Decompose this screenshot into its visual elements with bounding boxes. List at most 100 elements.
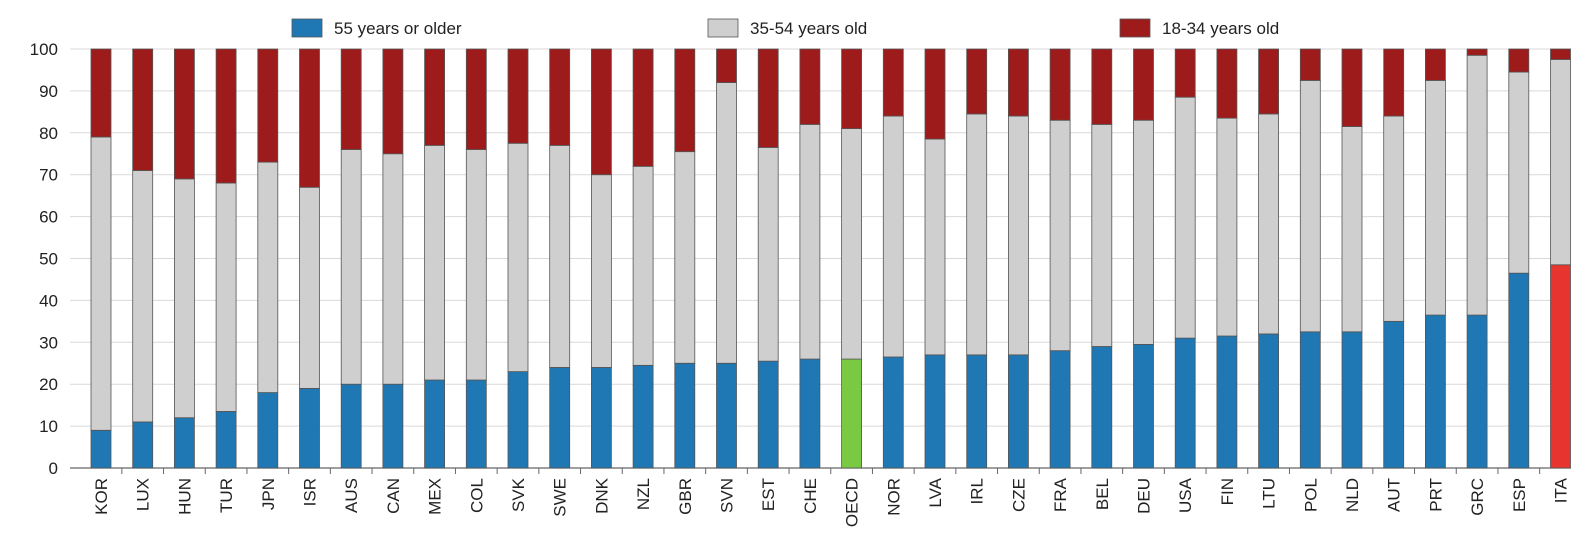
bar-segment-bel-0	[1091, 346, 1113, 469]
bar-segment-lux-0	[132, 421, 154, 469]
y-tick-label: 60	[39, 208, 58, 227]
x-tick-label-lva: LVA	[926, 477, 945, 507]
bar-segment-svk-1	[507, 142, 529, 373]
bar-segment-esp-2	[1508, 48, 1530, 73]
bar-segment-nld-0	[1341, 331, 1363, 469]
bar-segment-col-0	[465, 379, 487, 469]
bar-segment-deu-1	[1133, 119, 1154, 345]
bar-segment-isr-0	[299, 387, 320, 469]
bar-segment-lva-0	[924, 354, 946, 469]
x-tick-label-aus: AUS	[342, 478, 361, 513]
bar-segment-ita-2	[1550, 48, 1571, 60]
legend: 55 years or older 35-54 years old 18-34 ye…	[291, 18, 1279, 38]
bar-segment-fra-1	[1049, 119, 1071, 352]
bar-segment-swe-1	[549, 144, 571, 368]
bar-segment-gbr-0	[674, 362, 696, 469]
bar-segment-mex-2	[424, 48, 446, 146]
legend-swatch-2	[1119, 18, 1151, 38]
x-tick-label-che: CHE	[801, 478, 820, 514]
bar-segment-fin-1	[1216, 117, 1238, 337]
x-tick-label-nor: NOR	[884, 478, 903, 516]
bar-segment-cze-1	[1008, 115, 1029, 356]
x-tick-label-esp: ESP	[1510, 478, 1529, 512]
x-tick-label-ltu: LTU	[1260, 478, 1279, 509]
x-tick-label-can: CAN	[384, 478, 403, 514]
bar-segment-svk-0	[507, 371, 529, 469]
bar-segment-svn-1	[716, 82, 737, 364]
y-tick-label: 50	[39, 250, 58, 269]
bar-segment-swe-0	[549, 367, 571, 469]
bar-segment-isr-2	[299, 48, 320, 188]
bar-segment-ltu-1	[1258, 113, 1279, 335]
x-tick-label-pol: POL	[1301, 478, 1320, 512]
bar-segment-bel-1	[1091, 124, 1113, 347]
bar-segment-deu-2	[1133, 48, 1154, 121]
x-tick-label-fin: FIN	[1218, 478, 1237, 505]
bar-segment-lva-2	[924, 48, 946, 140]
legend-swatch-1	[707, 18, 739, 38]
bar-segment-jpn-2	[257, 48, 279, 163]
legend-label-1: 35-54 years old	[750, 19, 867, 38]
x-tick-label-svn: SVN	[718, 478, 737, 513]
bar-segment-usa-0	[1174, 337, 1196, 469]
y-tick-label: 70	[39, 166, 58, 185]
x-axis: KOR LUX HUN TUR JPN ISR AUS CAN MEX COL SVK SWE DNK N…	[92, 468, 1571, 527]
x-tick-label-nld: NLD	[1343, 478, 1362, 512]
x-tick-label-dnk: DNK	[592, 477, 611, 514]
x-tick-label-deu: DEU	[1135, 478, 1154, 514]
legend-swatch-0	[291, 18, 323, 38]
bar-segment-hun-2	[173, 48, 195, 180]
x-tick-label-prt: PRT	[1426, 478, 1445, 512]
bar-segment-lux-1	[132, 170, 154, 423]
bar-segment-oecd-2	[841, 48, 862, 130]
bar-segment-aus-0	[340, 383, 362, 469]
x-tick-label-hun: HUN	[175, 478, 194, 515]
bar-segment-oecd-0	[841, 358, 862, 469]
bar-segment-dnk-1	[591, 174, 612, 368]
bar-segment-ltu-2	[1258, 48, 1279, 115]
bar-segment-usa-2	[1174, 48, 1196, 98]
bar-segment-dnk-0	[591, 367, 612, 469]
bar-segment-kor-1	[90, 136, 112, 431]
bar-segment-pol-1	[1299, 80, 1321, 333]
x-tick-label-tur: TUR	[217, 478, 236, 513]
y-tick-label: 100	[30, 40, 58, 59]
bar-segment-mex-1	[424, 144, 446, 381]
bar-segment-cze-0	[1008, 354, 1029, 469]
bar-segment-can-2	[382, 48, 404, 155]
x-tick-label-lux: LUX	[134, 478, 153, 511]
y-tick-label: 40	[39, 291, 58, 310]
bar-segment-fra-2	[1049, 48, 1071, 121]
bar-segment-mex-0	[424, 379, 446, 469]
bar-segment-ita-1	[1550, 59, 1571, 266]
x-tick-label-swe: SWE	[551, 478, 570, 517]
y-tick-label: 90	[39, 82, 58, 101]
bar-segment-grc-2	[1466, 48, 1488, 56]
bar-segment-lva-1	[924, 138, 946, 356]
bar-segment-aut-1	[1383, 115, 1405, 322]
bar-segment-est-1	[757, 147, 779, 362]
y-tick-label: 80	[39, 124, 58, 143]
bar-segment-col-2	[465, 48, 487, 150]
bar-segment-nld-2	[1341, 48, 1363, 127]
bar-segment-che-1	[799, 124, 821, 360]
bar-segment-grc-0	[1466, 314, 1488, 469]
x-tick-label-irl: IRL	[968, 478, 987, 504]
bar-segment-prt-0	[1425, 314, 1446, 469]
bar-segment-tur-0	[215, 411, 237, 469]
x-tick-label-col: COL	[467, 478, 486, 513]
bar-segment-aut-0	[1383, 320, 1405, 469]
bar-segment-aus-1	[340, 149, 362, 385]
bar-segment-nzl-0	[632, 364, 654, 469]
x-tick-label-svk: SVK	[509, 477, 528, 512]
x-tick-label-nzl: NZL	[634, 478, 653, 510]
bar-segment-deu-0	[1133, 343, 1154, 469]
bar-segment-nld-1	[1341, 126, 1363, 333]
x-tick-label-usa: USA	[1176, 477, 1195, 513]
bar-segment-ltu-0	[1258, 333, 1279, 469]
bar-segment-irl-1	[966, 113, 988, 356]
bar-segment-esp-0	[1508, 272, 1530, 469]
bar-segment-pol-0	[1299, 331, 1321, 469]
bar-segment-che-2	[799, 48, 821, 125]
